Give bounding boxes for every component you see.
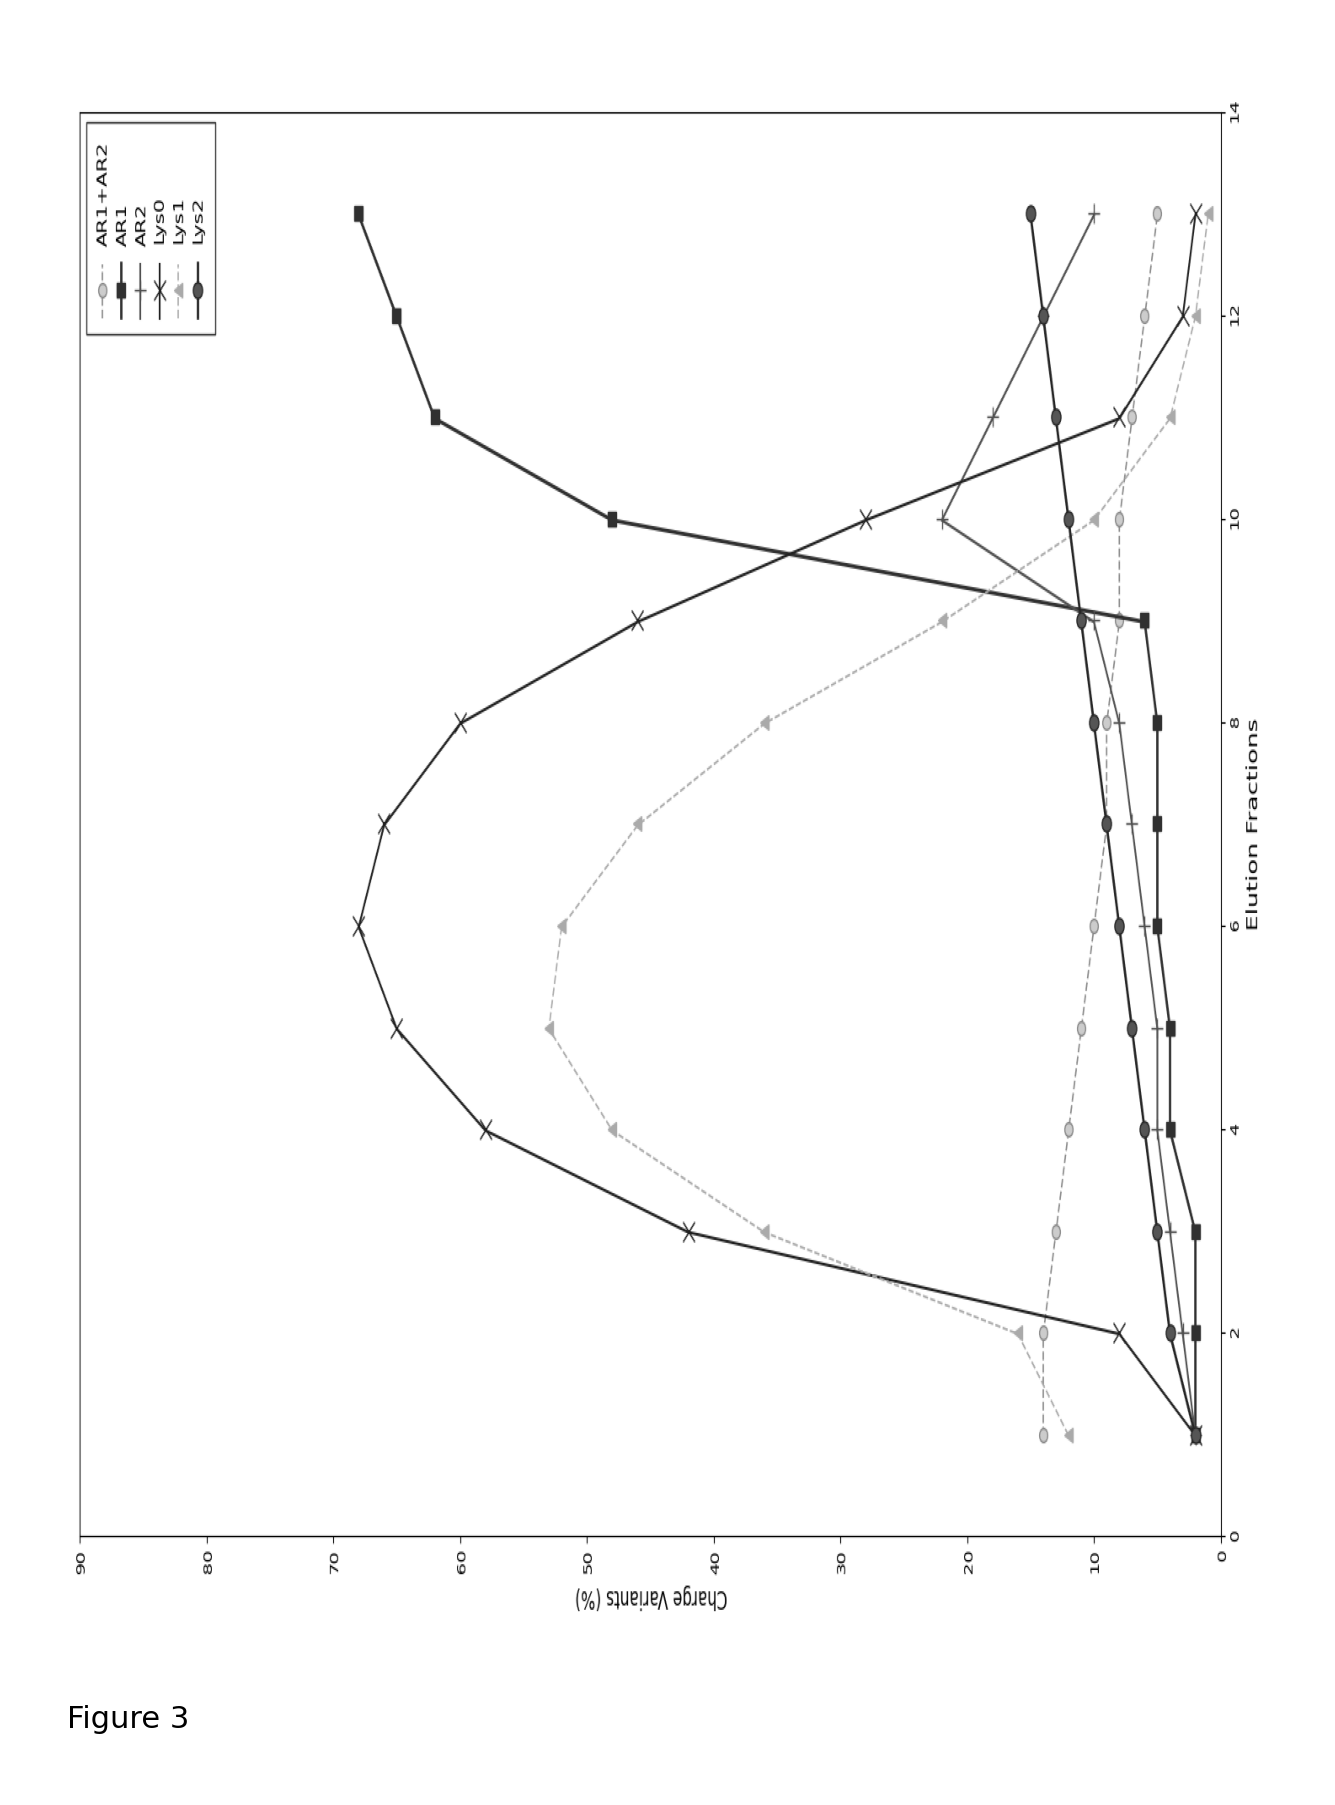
Text: Figure 3: Figure 3 [67,1704,190,1733]
